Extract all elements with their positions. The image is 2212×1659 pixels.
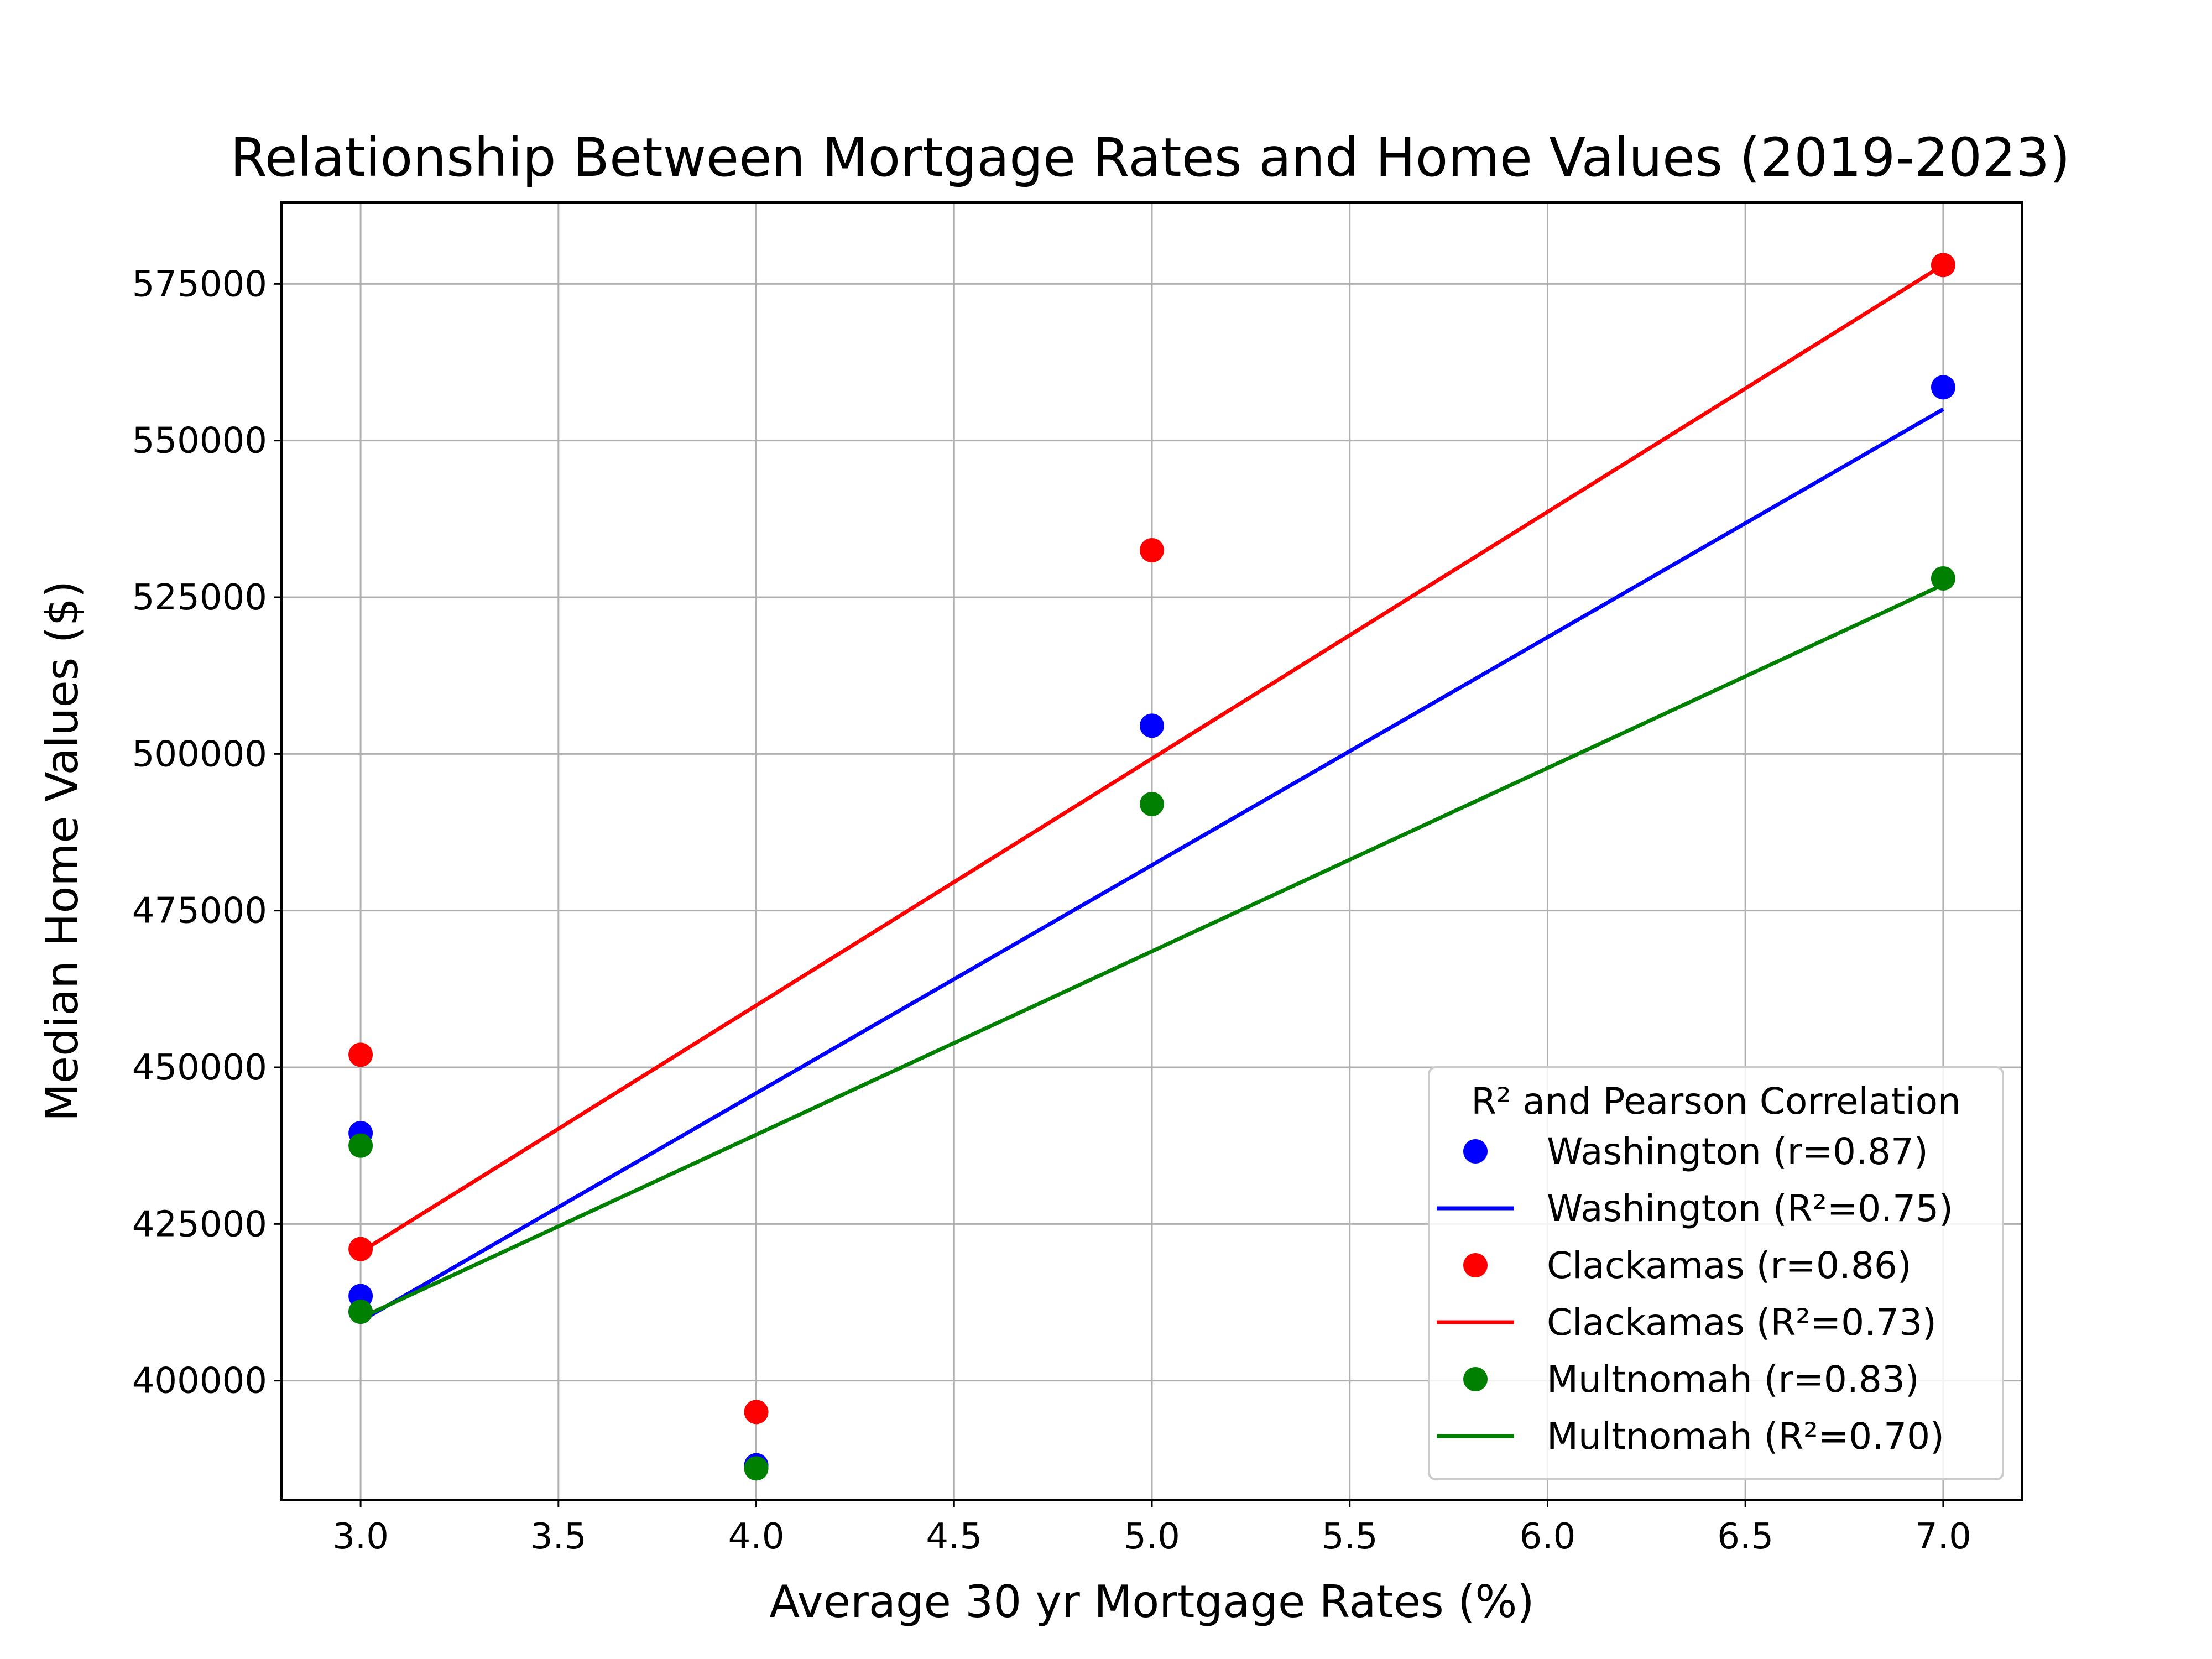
grid-layer xyxy=(281,202,2022,1500)
x-tick-label: 5.5 xyxy=(1322,1516,1378,1557)
y-axis-label: Median Home Values ($) xyxy=(36,581,88,1121)
x-axis-label: Average 30 yr Mortgage Rates (%) xyxy=(769,1576,1534,1627)
legend-marker xyxy=(1463,1367,1488,1391)
ticks-layer: 3.0 3.5 4.0 4.5 5.0 5.5 6.0 6.5 7.0 400000 425000 4… xyxy=(132,264,1971,1557)
x-tick-label: 6.0 xyxy=(1520,1516,1576,1557)
point-washington xyxy=(1931,375,1955,400)
legend-label: Washington (R²=0.75) xyxy=(1547,1187,1953,1230)
legend-marker xyxy=(1463,1139,1488,1164)
point-multnomah xyxy=(744,1456,769,1481)
x-tick-label: 6.5 xyxy=(1717,1516,1773,1557)
fit-line-washington xyxy=(359,407,1944,1323)
fit-line-multnomah xyxy=(359,583,1944,1320)
y-tick-label: 550000 xyxy=(132,421,267,462)
points-layer xyxy=(348,253,1955,1481)
legend-entries: Washington (r=0.87) Washington (R²=0.75) C… xyxy=(1437,1130,1953,1458)
y-tick-label: 525000 xyxy=(132,577,267,618)
point-clackamas xyxy=(348,1042,373,1067)
point-clackamas xyxy=(1140,538,1164,562)
legend-label: Multnomah (r=0.83) xyxy=(1547,1358,1919,1401)
legend: R² and Pearson Correlation Washington (r… xyxy=(1428,1066,2004,1480)
chart-title: Relationship Between Mortgage Rates and … xyxy=(230,127,2070,189)
x-tick-label: 4.0 xyxy=(728,1516,785,1557)
x-tick-label: 3.5 xyxy=(530,1516,587,1557)
point-multnomah xyxy=(348,1300,373,1324)
legend-label: Clackamas (r=0.86) xyxy=(1547,1244,1912,1287)
y-tick-label: 450000 xyxy=(132,1047,267,1088)
x-tick-label: 5.0 xyxy=(1124,1516,1180,1557)
fit-lines-layer xyxy=(359,263,1944,1323)
x-tick-label: 3.0 xyxy=(332,1516,389,1557)
y-tick-label: 500000 xyxy=(132,734,267,775)
point-washington xyxy=(1140,713,1164,738)
point-multnomah xyxy=(1140,792,1164,816)
y-tick-label: 475000 xyxy=(132,891,267,932)
fit-line-clackamas xyxy=(359,263,1944,1254)
x-tick-label: 7.0 xyxy=(1915,1516,1971,1557)
point-multnomah xyxy=(1931,566,1955,591)
point-clackamas xyxy=(1931,253,1955,278)
point-multnomah xyxy=(348,1133,373,1158)
y-tick-label: 400000 xyxy=(132,1361,267,1402)
legend-label: Washington (r=0.87) xyxy=(1547,1130,1928,1173)
x-tick-label: 4.5 xyxy=(926,1516,982,1557)
legend-box xyxy=(1428,1066,2004,1480)
legend-marker xyxy=(1463,1253,1488,1277)
legend-label: Multnomah (R²=0.70) xyxy=(1547,1415,1944,1458)
legend-title: R² and Pearson Correlation xyxy=(1471,1080,1961,1123)
point-clackamas xyxy=(348,1237,373,1261)
legend-label: Clackamas (R²=0.73) xyxy=(1547,1301,1937,1344)
y-tick-label: 575000 xyxy=(132,264,267,305)
point-clackamas xyxy=(744,1400,769,1425)
y-tick-label: 425000 xyxy=(132,1204,267,1245)
